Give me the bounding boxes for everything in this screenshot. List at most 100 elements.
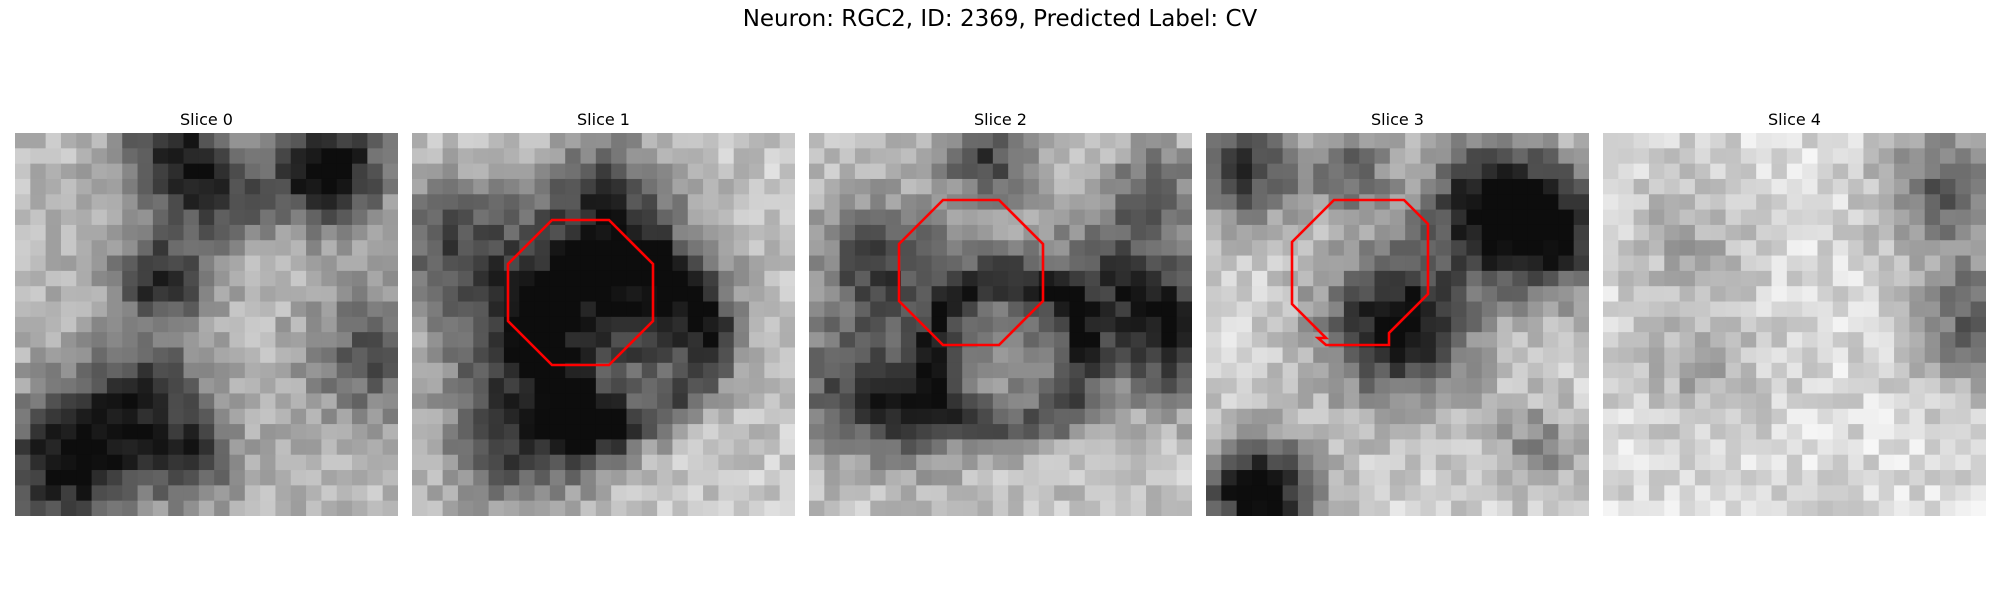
- image-pixel: [427, 301, 444, 318]
- image-pixel: [1084, 148, 1101, 165]
- image-pixel: [839, 194, 856, 211]
- image-pixel: [992, 240, 1009, 257]
- image-pixel: [1038, 178, 1055, 195]
- image-pixel: [779, 347, 795, 364]
- image-pixel: [1756, 240, 1773, 257]
- image-pixel: [1497, 224, 1513, 241]
- image-pixel: [1863, 270, 1880, 287]
- image-pixel: [1970, 393, 1986, 410]
- image-pixel: [1206, 148, 1222, 165]
- image-pixel: [122, 378, 139, 394]
- image-pixel: [870, 378, 887, 394]
- image-pixel: [733, 163, 750, 180]
- slice-title: Slice 2: [974, 110, 1027, 129]
- image-pixel: [1756, 133, 1773, 149]
- image-pixel: [1466, 347, 1483, 364]
- image-pixel: [214, 255, 230, 272]
- image-pixel: [809, 301, 825, 318]
- image-pixel: [473, 332, 490, 348]
- image-pixel: [809, 255, 825, 272]
- image-pixel: [168, 148, 185, 165]
- image-pixel: [839, 301, 856, 318]
- image-pixel: [1679, 347, 1696, 364]
- image-pixel: [946, 286, 963, 303]
- image-pixel: [367, 178, 384, 195]
- image-pixel: [1740, 393, 1757, 410]
- image-pixel: [473, 362, 490, 379]
- image-pixel: [1603, 408, 1619, 425]
- image-pixel: [1282, 332, 1299, 348]
- image-pixel: [1694, 378, 1711, 394]
- image-pixel: [382, 270, 398, 287]
- image-pixel: [1267, 439, 1284, 456]
- image-pixel: [1435, 439, 1452, 456]
- image-pixel: [1100, 194, 1116, 211]
- image-pixel: [900, 393, 917, 410]
- image-pixel: [1817, 255, 1834, 272]
- image-pixel: [839, 362, 856, 379]
- image-pixel: [749, 301, 765, 318]
- image-pixel: [1100, 439, 1116, 456]
- image-pixel: [183, 178, 200, 195]
- image-pixel: [275, 500, 292, 516]
- image-pixel: [1878, 133, 1895, 149]
- image-pixel: [336, 301, 353, 318]
- image-pixel: [1405, 224, 1421, 241]
- image-pixel: [749, 148, 765, 165]
- image-pixel: [1054, 485, 1070, 502]
- image-pixel: [336, 133, 353, 149]
- image-pixel: [1710, 286, 1727, 303]
- image-pixel: [854, 454, 871, 471]
- image-pixel: [900, 163, 917, 180]
- image-pixel: [626, 378, 643, 394]
- image-pixel: [1100, 347, 1116, 364]
- image-pixel: [1115, 378, 1132, 394]
- image-pixel: [352, 393, 368, 410]
- slice-panel-4: Slice 4: [1603, 108, 1986, 516]
- image-pixel: [473, 270, 490, 287]
- image-pixel: [427, 485, 444, 502]
- image-pixel: [534, 270, 551, 287]
- image-pixel: [1832, 424, 1849, 440]
- image-pixel: [565, 286, 582, 303]
- image-pixel: [1343, 224, 1360, 241]
- image-pixel: [1817, 163, 1834, 180]
- image-pixel: [1970, 454, 1986, 471]
- image-pixel: [427, 454, 444, 471]
- image-pixel: [1848, 362, 1864, 379]
- image-pixel: [321, 424, 338, 440]
- image-pixel: [45, 332, 62, 348]
- image-pixel: [672, 255, 689, 272]
- image-pixel: [260, 424, 276, 440]
- image-pixel: [260, 133, 276, 149]
- image-pixel: [1618, 439, 1635, 456]
- image-pixel: [244, 178, 261, 195]
- image-pixel: [519, 316, 536, 333]
- image-pixel: [1282, 485, 1299, 502]
- image-pixel: [595, 133, 612, 149]
- image-pixel: [854, 163, 871, 180]
- image-pixel: [519, 454, 536, 471]
- image-pixel: [30, 454, 47, 471]
- image-pixel: [718, 485, 735, 502]
- image-pixel: [1694, 424, 1711, 440]
- image-pixel: [1069, 301, 1086, 318]
- image-pixel: [641, 424, 658, 440]
- image-pixel: [1694, 500, 1711, 516]
- image-pixel: [916, 286, 933, 303]
- image-pixel: [1069, 133, 1086, 149]
- image-pixel: [198, 485, 215, 502]
- image-pixel: [352, 194, 368, 211]
- image-pixel: [733, 209, 750, 226]
- image-pixel: [1558, 408, 1575, 425]
- image-pixel: [457, 301, 474, 318]
- image-pixel: [1084, 224, 1101, 241]
- image-pixel: [1955, 439, 1972, 456]
- image-pixel: [946, 316, 963, 333]
- image-pixel: [1710, 485, 1727, 502]
- image-pixel: [703, 393, 719, 410]
- image-pixel: [839, 148, 856, 165]
- slice-panel-3: Slice 3: [1206, 108, 1589, 516]
- image-pixel: [275, 439, 292, 456]
- image-pixel: [457, 148, 474, 165]
